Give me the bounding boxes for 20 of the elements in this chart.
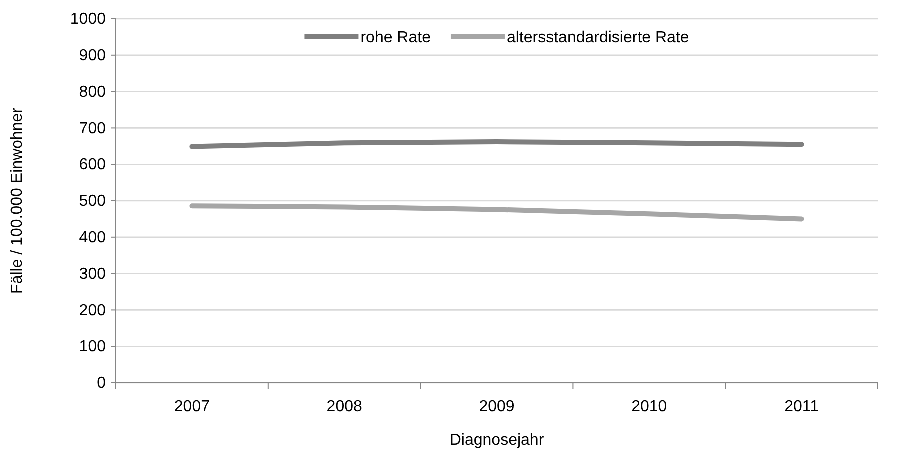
y-tick-label: 900 xyxy=(79,48,106,65)
legend-label: rohe Rate xyxy=(360,30,432,47)
x-tick-label: 2009 xyxy=(479,398,515,416)
y-tick-label: 600 xyxy=(79,156,106,174)
y-tick-label: 700 xyxy=(79,120,106,138)
y-tick-label: 800 xyxy=(79,84,106,101)
x-tick-label: 2008 xyxy=(326,398,362,416)
x-tick-label: 2011 xyxy=(784,398,820,416)
x-tick-label: 2007 xyxy=(174,398,210,416)
y-axis-title: Fälle / 100.000 Einwohner xyxy=(9,107,26,294)
y-tick-label: 300 xyxy=(79,266,106,283)
y-tick-label: 100 xyxy=(79,338,106,356)
y-tick-label: 400 xyxy=(79,230,106,247)
x-tick-label: 2010 xyxy=(632,398,668,416)
y-tick-label: 500 xyxy=(79,193,106,210)
legend-label: altersstandardisierte Rate xyxy=(506,30,690,47)
y-tick-label: 1000 xyxy=(70,11,106,28)
y-tick-label: 200 xyxy=(79,302,106,320)
x-axis-title: Diagnosejahr xyxy=(450,432,545,449)
y-tick-label: 0 xyxy=(97,375,106,392)
